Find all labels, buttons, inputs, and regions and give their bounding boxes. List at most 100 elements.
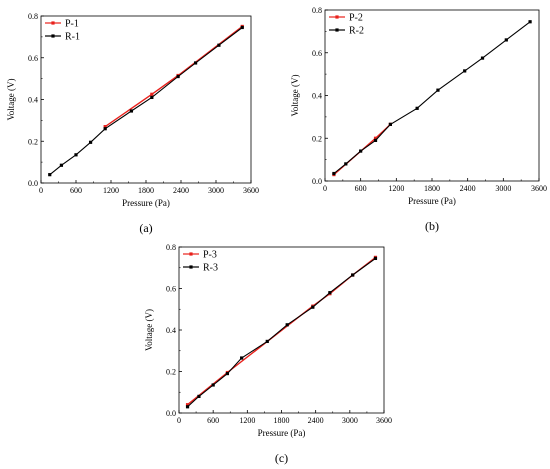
data-point-r-2 <box>436 88 440 92</box>
legend-marker-p-3 <box>189 252 193 256</box>
y-axis-label: Voltage (V) <box>144 309 154 351</box>
y-tick-label: 0.6 <box>312 49 322 58</box>
series-line-r-1 <box>49 27 243 176</box>
panel-caption: (a) <box>139 221 152 235</box>
data-point-r-2 <box>504 38 508 42</box>
data-point-p-1 <box>103 125 107 129</box>
x-axis-label: Pressure (Pa) <box>408 196 456 206</box>
data-point-r-1 <box>103 127 107 131</box>
data-point-r-1 <box>193 61 198 65</box>
x-tick-label: 600 <box>355 184 367 193</box>
data-point-r-1 <box>59 163 64 167</box>
y-tick-label: 0.2 <box>312 134 322 143</box>
x-tick-label: 3000 <box>208 186 224 195</box>
y-tick-label: 0.8 <box>28 12 38 21</box>
data-point-r-1 <box>129 109 134 113</box>
data-point-r-3 <box>265 339 269 344</box>
panel-caption: (b) <box>425 219 439 233</box>
data-point-r-3 <box>211 383 215 387</box>
legend-marker-r-3 <box>189 265 193 269</box>
legend-label-p-1: P-1 <box>65 19 79 30</box>
chart-panel-2: 0 600 1200 1800 2400 3000 3600 0.0 0.2 0.4 0.6 0.8 P… <box>290 6 547 233</box>
y-axis-label: Voltage (V) <box>290 74 300 116</box>
y-tick-label: 0.8 <box>312 6 322 15</box>
y-tick-label: 0.8 <box>166 243 176 252</box>
x-tick-label: 2400 <box>173 186 189 195</box>
x-tick-label: 1200 <box>103 186 119 195</box>
data-point-r-3 <box>351 273 355 277</box>
data-point-r-1 <box>74 153 78 157</box>
y-axis-label: Voltage (V) <box>6 78 16 120</box>
y-tick-label: 0.6 <box>166 285 176 294</box>
data-point-r-1 <box>217 43 221 47</box>
data-point-r-3 <box>373 256 378 261</box>
legend-label-r-2: R-2 <box>349 26 364 37</box>
legend-label-r-1: R-1 <box>65 32 80 43</box>
x-tick-label: 0 <box>39 186 43 195</box>
x-tick-label: 2400 <box>308 416 324 425</box>
data-point-r-2 <box>415 106 419 110</box>
y-tick-label: 0.4 <box>166 326 176 335</box>
chart-panel-1: 0 600 1200 1800 2400 3000 3600 0.0 0.2 0.4 0.6 0.8 P… <box>6 12 259 235</box>
y-tick-label: 0.0 <box>28 179 38 188</box>
x-tick-label: 3000 <box>342 416 358 425</box>
panel-caption: (c) <box>275 451 288 465</box>
data-point-r-1 <box>48 173 52 177</box>
data-point-p-3 <box>185 403 190 407</box>
data-point-r-2 <box>373 138 378 142</box>
series-line-r-3 <box>187 257 376 408</box>
data-point-r-2 <box>480 56 485 60</box>
y-tick-label: 0.0 <box>166 409 176 418</box>
data-point-r-3 <box>185 405 190 409</box>
x-tick-label: 1800 <box>424 184 440 193</box>
legend-label-p-2: P-2 <box>349 13 363 24</box>
data-point-r-3 <box>197 394 201 398</box>
y-tick-label: 0.0 <box>312 177 322 186</box>
series-line-r-2 <box>333 21 531 174</box>
data-point-r-2 <box>359 149 363 153</box>
data-point-r-3 <box>240 356 244 360</box>
y-tick-label: 0.2 <box>166 368 176 377</box>
x-tick-label: 1200 <box>388 184 404 193</box>
x-tick-label: 3000 <box>495 184 511 193</box>
data-point-r-2 <box>463 69 467 73</box>
data-point-r-3 <box>225 371 230 376</box>
data-point-r-1 <box>176 74 180 79</box>
data-point-r-1 <box>240 25 244 30</box>
x-tick-label: 1800 <box>274 416 290 425</box>
y-tick-label: 0.2 <box>28 137 38 146</box>
x-tick-label: 2400 <box>460 184 476 193</box>
data-point-r-3 <box>311 305 315 309</box>
x-tick-label: 1800 <box>138 186 154 195</box>
legend-marker-r-1 <box>51 34 55 38</box>
data-point-p-1 <box>150 92 154 96</box>
x-axis-label: Pressure (Pa) <box>258 428 306 438</box>
x-axis-label: Pressure (Pa) <box>122 198 170 208</box>
x-tick-label: 3600 <box>243 186 259 195</box>
x-tick-label: 600 <box>207 416 219 425</box>
x-tick-label: 1200 <box>239 416 255 425</box>
y-tick-label: 0.4 <box>312 92 322 101</box>
data-point-p-2 <box>373 136 378 140</box>
y-tick-label: 0.6 <box>28 54 38 63</box>
data-point-r-3 <box>285 323 289 327</box>
x-tick-label: 3600 <box>376 416 392 425</box>
data-point-r-3 <box>328 291 332 295</box>
data-point-r-2 <box>528 20 532 24</box>
data-point-r-2 <box>332 171 336 176</box>
x-tick-label: 0 <box>177 416 181 425</box>
data-point-r-2 <box>388 122 392 126</box>
y-tick-label: 0.4 <box>28 96 38 105</box>
legend-marker-p-1 <box>51 21 55 25</box>
data-point-r-1 <box>88 140 93 144</box>
x-tick-label: 600 <box>70 186 82 195</box>
legend-marker-p-2 <box>335 15 339 19</box>
legend-label-r-3: R-3 <box>203 263 218 274</box>
data-point-r-1 <box>150 95 154 100</box>
x-tick-label: 0 <box>323 184 327 193</box>
legend-marker-r-2 <box>335 28 339 32</box>
series-line-p-1 <box>104 25 243 128</box>
legend-label-p-3: P-3 <box>203 250 217 261</box>
chart-panel-3: 0 600 1200 1800 2400 3000 3600 0.0 0.2 0.4 0.6 0.8 P… <box>144 243 392 465</box>
